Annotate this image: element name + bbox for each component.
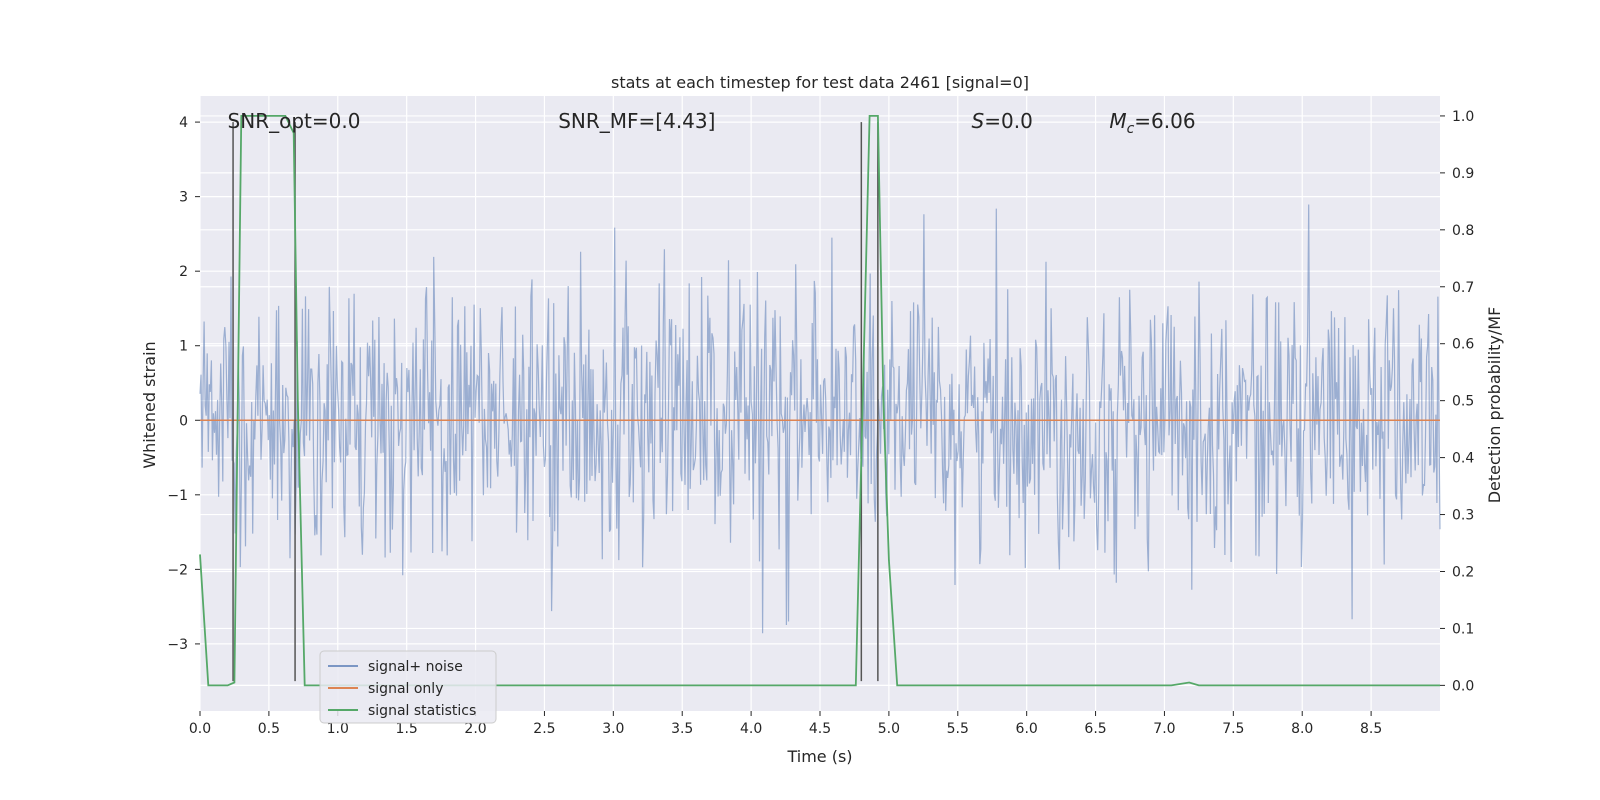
x-tick-label: 3.0	[602, 721, 624, 737]
annotations: SNR_opt=0.0 SNR_MF=[4.43] S=0.0 Mc=6.06	[228, 109, 1196, 137]
annotation-text: SNR_opt=0.0	[228, 109, 361, 133]
x-tick-label: 3.5	[671, 721, 693, 737]
y2-tick-label: 0.8	[1452, 223, 1474, 239]
annotation-text: SNR_MF=[4.43]	[558, 109, 715, 133]
x-tick-label: 1.0	[327, 721, 349, 737]
y2-tick-label: 0.4	[1452, 451, 1474, 467]
y-tick-label: 1	[179, 339, 188, 355]
x-tick-label: 8.0	[1291, 721, 1313, 737]
x-tick-label: 4.0	[740, 721, 762, 737]
x-tick-label: 5.0	[878, 721, 900, 737]
signal-statistics-line	[199, 115, 1440, 687]
y2-axis-ticks: 1.0 0.9 0.8 0.7 0.6 0.5 0.4 0.3 0.2 0.1 0.0	[1440, 109, 1474, 694]
annotation-text: Mc=6.06	[1109, 109, 1195, 137]
x-tick-label: 2.5	[533, 721, 555, 737]
signal-statistics-series	[199, 115, 1440, 687]
y-tick-label: 4	[179, 115, 188, 131]
y2-tick-label: 0.6	[1452, 337, 1474, 353]
y2-tick-label: 0.1	[1452, 621, 1474, 637]
x-tick-label: 0.0	[189, 721, 211, 737]
legend-box	[319, 650, 497, 724]
x-tick-label: 7.0	[1153, 721, 1175, 737]
x-tick-label: 5.5	[947, 721, 969, 737]
y-tick-label: −2	[167, 562, 188, 578]
annotation-text: S=0.0	[972, 109, 1033, 133]
y-tick-label: 3	[179, 190, 188, 206]
y2-tick-label: 0.7	[1452, 280, 1474, 296]
signal-noise-line	[199, 204, 1441, 634]
y2-tick-label: 0.9	[1452, 166, 1474, 182]
y2-tick-label: 0.0	[1452, 678, 1474, 694]
legend-label: signal statistics	[368, 703, 476, 719]
legend-label: signal+ noise	[368, 659, 463, 675]
x-tick-label: 6.5	[1084, 721, 1106, 737]
signal-noise-series	[199, 204, 1441, 634]
y2-tick-label: 0.5	[1452, 394, 1474, 410]
y-tick-label: −1	[167, 488, 188, 504]
x-axis-label: Time (s)	[786, 747, 852, 766]
y-tick-label: 0	[179, 413, 188, 429]
y2-tick-label: 1.0	[1452, 109, 1474, 125]
y-axis-ticks: 4 3 2 1 0 −1 −2 −3	[167, 115, 200, 653]
legend: signal+ noise signal only signal statistic…	[319, 650, 497, 724]
y2-tick-label: 0.2	[1452, 564, 1474, 580]
x-tick-label: 7.5	[1222, 721, 1244, 737]
y2-axis-label: Detection probability/MF	[1485, 307, 1504, 504]
x-tick-label: 8.5	[1360, 721, 1382, 737]
x-tick-label: 2.0	[464, 721, 486, 737]
chart-title: stats at each timestep for test data 246…	[611, 73, 1029, 92]
y-tick-label: 2	[179, 264, 188, 280]
y-tick-label: −3	[167, 637, 188, 653]
legend-label: signal only	[368, 681, 443, 697]
x-tick-label: 0.5	[258, 721, 280, 737]
x-tick-label: 6.0	[1016, 721, 1038, 737]
x-tick-label: 1.5	[396, 721, 418, 737]
y2-tick-label: 0.3	[1452, 508, 1474, 524]
x-tick-label: 4.5	[809, 721, 831, 737]
x-axis-ticks: 0.0 0.5 1.0 1.5 2.0 2.5 3.0 3.5 4.0 4.5 5.0 5.5 6.0 6…	[189, 711, 1382, 737]
y-axis-label: Whitened strain	[140, 341, 159, 468]
